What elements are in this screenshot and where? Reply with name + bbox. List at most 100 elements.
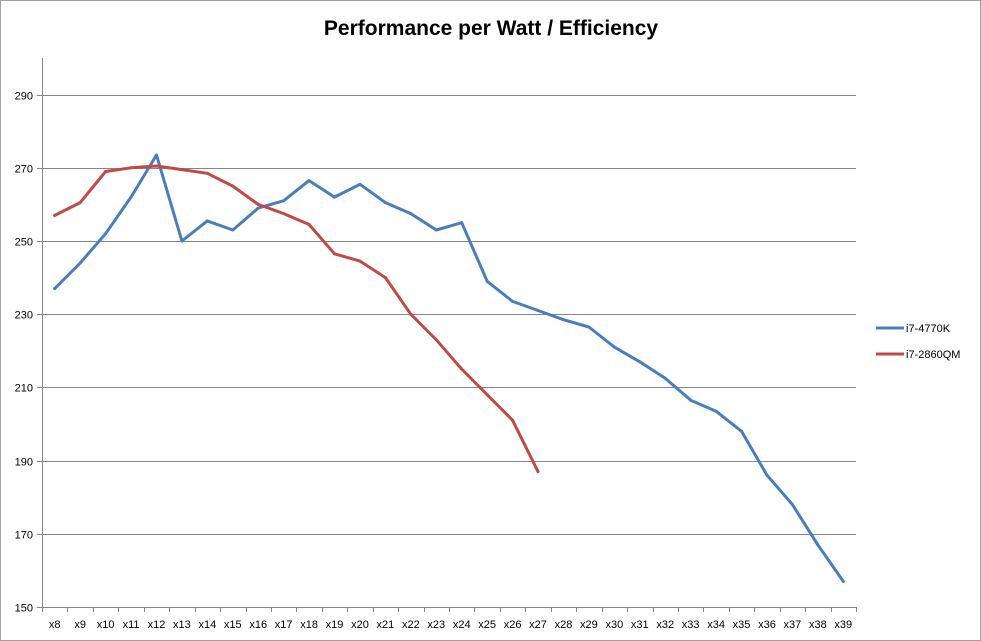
x-tick-label: x11 xyxy=(123,619,140,631)
x-tick-label: x38 xyxy=(809,619,827,631)
data-point-i7-2860qm-x19 xyxy=(333,252,336,256)
series-lines xyxy=(53,153,845,583)
x-tick-label: x17 xyxy=(275,619,293,631)
data-point-i7-2860qm-x17 xyxy=(282,212,286,216)
data-point-i7-2860qm-x25 xyxy=(485,393,489,397)
data-point-i7-4770k-x38 xyxy=(816,543,820,547)
data-point-i7-2860qm-x16 xyxy=(256,202,260,206)
data-point-i7-2860qm-x27 xyxy=(536,470,540,474)
data-point-i7-4770k-x8 xyxy=(53,287,57,291)
data-point-i7-2860qm-x21 xyxy=(383,276,387,280)
x-tick-label: x22 xyxy=(402,619,420,631)
data-point-i7-2860qm-x23 xyxy=(434,338,438,342)
data-point-i7-4770k-x29 xyxy=(587,325,591,329)
x-tick-label: x30 xyxy=(605,619,623,631)
data-point-i7-4770k-x13 xyxy=(180,239,184,243)
data-point-i7-4770k-x27 xyxy=(536,309,540,312)
x-tick-label: x32 xyxy=(656,619,674,631)
y-tick-label: 170 xyxy=(15,530,33,542)
data-point-i7-2860qm-x12 xyxy=(155,164,158,168)
data-point-i7-4770k-x22 xyxy=(409,212,413,216)
chart-title: Performance per Watt / Efficiency xyxy=(324,17,658,40)
data-point-i7-4770k-x12 xyxy=(155,153,158,157)
x-tick-label: x16 xyxy=(249,619,267,631)
x-tick-label: x8 xyxy=(49,619,61,631)
x-tick-label: x12 xyxy=(148,619,166,631)
x-tick-label: x35 xyxy=(733,619,751,631)
legend: i7-4770K i7-2860QM xyxy=(876,323,960,361)
x-tick-label: x19 xyxy=(326,619,344,631)
data-point-i7-2860qm-x9 xyxy=(78,201,82,205)
x-tick-label: x20 xyxy=(351,619,369,631)
data-point-i7-4770k-x17 xyxy=(282,199,286,203)
data-point-i7-2860qm-x8 xyxy=(53,213,57,217)
y-tick-label: 250 xyxy=(15,237,33,249)
x-tick-label: x31 xyxy=(631,619,649,631)
x-tick-label: x25 xyxy=(478,619,496,631)
x-tick-label: x9 xyxy=(74,619,86,631)
x-tick-label: x15 xyxy=(224,619,242,631)
data-point-i7-2860qm-x11 xyxy=(129,166,133,170)
data-point-i7-4770k-x18 xyxy=(307,179,311,183)
y-tick-label: 190 xyxy=(15,457,33,469)
x-tick-label: x37 xyxy=(784,619,802,631)
data-point-i7-4770k-x33 xyxy=(689,398,693,402)
x-tick-label: x14 xyxy=(198,619,216,631)
y-tick-label: 270 xyxy=(15,164,33,176)
series-line-i7-4770k xyxy=(53,153,845,583)
data-point-i7-4770k-x19 xyxy=(333,195,336,199)
gridlines xyxy=(42,95,856,535)
data-point-i7-4770k-x9 xyxy=(78,261,82,265)
data-point-i7-2860qm-x20 xyxy=(358,259,362,263)
data-point-i7-4770k-x11 xyxy=(129,195,133,199)
axes: 150 170 190 210 230 250 270 290 x8 x9 x10 x11 x12 x13… xyxy=(15,58,857,631)
data-point-i7-2860qm-x14 xyxy=(205,171,209,175)
x-tick-label: x39 xyxy=(834,619,852,631)
x-tick-label: x27 xyxy=(529,619,547,631)
x-tick-label: x18 xyxy=(300,619,318,631)
data-point-i7-4770k-x16 xyxy=(256,206,260,210)
x-tick-label: x36 xyxy=(758,619,776,631)
data-point-i7-4770k-x26 xyxy=(511,299,515,303)
data-point-i7-4770k-x36 xyxy=(765,473,769,477)
data-point-i7-4770k-x20 xyxy=(358,182,362,186)
data-point-i7-4770k-x32 xyxy=(663,376,667,380)
data-point-i7-2860qm-x10 xyxy=(104,170,108,173)
x-tick-label: x26 xyxy=(504,619,522,631)
data-point-i7-2860qm-x26 xyxy=(511,418,515,422)
x-tick-label: x34 xyxy=(707,619,725,631)
data-point-i7-4770k-x39 xyxy=(841,579,845,583)
data-point-i7-2860qm-x13 xyxy=(180,168,184,172)
data-point-i7-4770k-x10 xyxy=(104,232,108,236)
legend-label-i7-4770k: i7-4770K xyxy=(906,323,951,335)
data-point-i7-2860qm-x24 xyxy=(460,367,464,371)
data-point-i7-4770k-x34 xyxy=(714,409,718,413)
data-point-i7-4770k-x31 xyxy=(638,360,642,364)
data-point-i7-2860qm-x18 xyxy=(307,223,311,226)
y-tick-label: 290 xyxy=(15,91,33,103)
data-point-i7-4770k-x30 xyxy=(612,345,616,349)
x-tick-label: x29 xyxy=(580,619,598,631)
x-tick-label: x21 xyxy=(377,619,395,631)
data-point-i7-4770k-x35 xyxy=(740,429,743,433)
data-point-i7-4770k-x14 xyxy=(205,219,209,223)
data-point-i7-4770k-x23 xyxy=(434,228,438,232)
x-tick-label: x28 xyxy=(555,619,573,631)
y-tick-label: 210 xyxy=(15,383,33,395)
x-tick-label: x10 xyxy=(97,619,115,631)
y-tick-label: 230 xyxy=(15,310,33,322)
data-point-i7-2860qm-x22 xyxy=(409,312,413,316)
data-point-i7-4770k-x28 xyxy=(562,318,565,322)
data-point-i7-2860qm-x15 xyxy=(231,184,235,188)
data-point-i7-4770k-x37 xyxy=(790,503,794,506)
x-tick-label: x33 xyxy=(682,619,700,631)
data-point-i7-4770k-x15 xyxy=(231,228,235,232)
data-point-i7-4770k-x24 xyxy=(460,221,464,225)
legend-label-i7-2860qm: i7-2860QM xyxy=(906,349,960,361)
x-tick-label: x13 xyxy=(173,619,191,631)
x-tick-label: x23 xyxy=(427,619,445,631)
series-line-i7-2860qm xyxy=(53,164,540,474)
x-tick-label: x24 xyxy=(453,619,471,631)
